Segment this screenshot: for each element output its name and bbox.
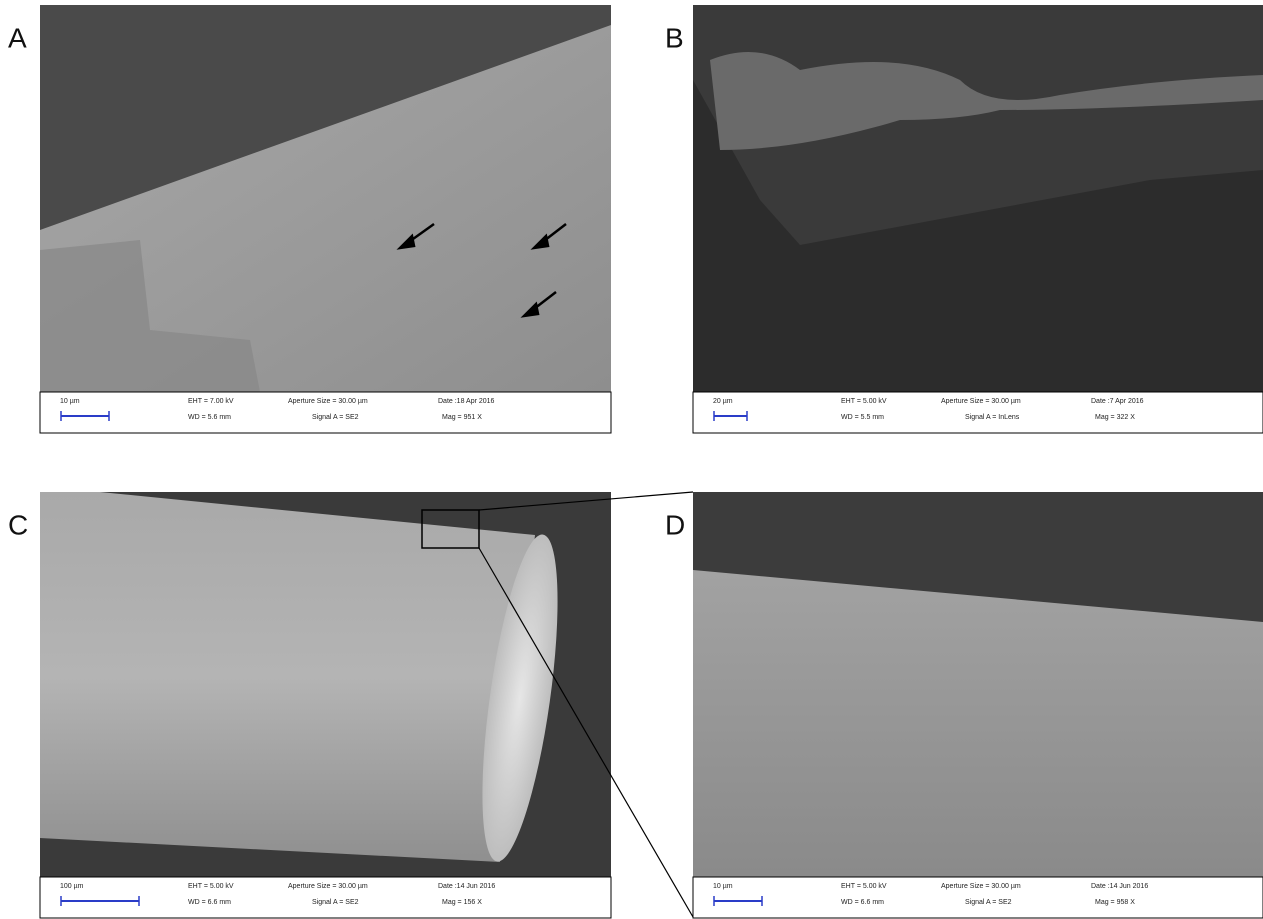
date: Date :18 Apr 2016 [438,398,495,405]
sem-image-c [40,492,611,877]
aperture: Aperture Size = 30.00 µm [288,883,368,890]
scale-bar-label: 10 µm [713,883,733,890]
signal: Signal A = SE2 [965,899,1012,906]
mag: Mag = 322 X [1095,414,1135,421]
date: Date :14 Jun 2016 [438,883,495,890]
signal: Signal A = InLens [965,414,1020,421]
wd: WD = 6.6 mm [841,899,884,906]
panel-label: D [665,509,685,540]
mag: Mag = 156 X [442,899,482,906]
panel-label: C [8,509,28,540]
signal: Signal A = SE2 [312,414,359,421]
aperture: Aperture Size = 30.00 µm [941,398,1021,405]
sem-image-d [693,492,1263,877]
scale-bar-label: 10 µm [60,398,80,405]
panel-label: B [665,22,684,53]
panel-label: A [8,22,27,53]
aperture: Aperture Size = 30.00 µm [288,398,368,405]
aperture: Aperture Size = 30.00 µm [941,883,1021,890]
signal: Signal A = SE2 [312,899,359,906]
date: Date :7 Apr 2016 [1091,398,1144,405]
figure: A 10 µm EHT = 7.00 kV WD = 5.6 mm Aperture S… [0,0,1263,919]
mag: Mag = 951 X [442,414,482,421]
sem-image-a [40,5,611,392]
eht: EHT = 7.00 kV [188,398,234,405]
eht: EHT = 5.00 kV [188,883,234,890]
scale-bar-label: 100 µm [60,883,84,890]
wd: WD = 6.6 mm [188,899,231,906]
mag: Mag = 958 X [1095,899,1135,906]
wd: WD = 5.6 mm [188,414,231,421]
eht: EHT = 5.00 kV [841,883,887,890]
date: Date :14 Jun 2016 [1091,883,1148,890]
eht: EHT = 5.00 kV [841,398,887,405]
sem-image-b [693,5,1263,392]
wd: WD = 5.5 mm [841,414,884,421]
scale-bar-label: 20 µm [713,398,733,405]
